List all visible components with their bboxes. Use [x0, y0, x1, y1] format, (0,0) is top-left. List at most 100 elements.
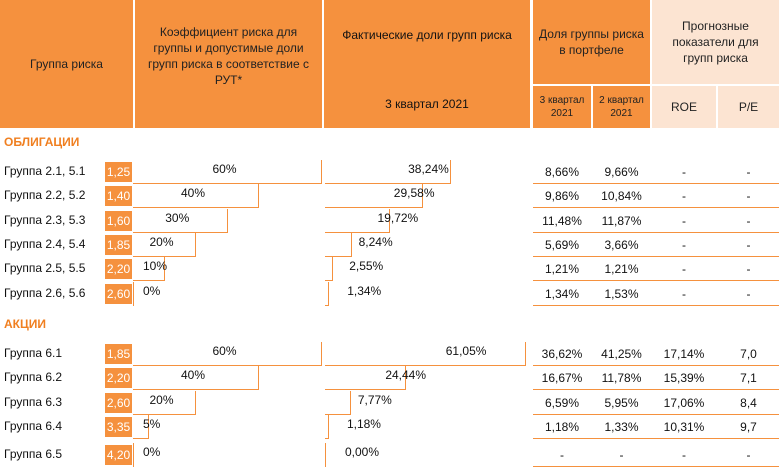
limit-bar	[133, 390, 196, 415]
cell-pe: -	[746, 213, 751, 228]
row-name: Группа 6.2	[4, 370, 63, 385]
row-line	[533, 391, 779, 415]
row-name: Группа 6.4	[4, 418, 63, 433]
limit-bar	[133, 208, 228, 233]
row-name: Группа 6.1	[4, 346, 63, 360]
row-name: Группа 2.2, 5.2	[4, 188, 86, 203]
header-actual-bg	[324, 0, 530, 128]
cell-q3: 11,48%	[542, 213, 582, 228]
actual-label: 0,00%	[345, 445, 380, 460]
actual-bar	[325, 443, 326, 468]
cell-q2: 11,87%	[601, 213, 642, 228]
actual-bar	[325, 184, 423, 209]
section-title: АКЦИИ	[4, 317, 47, 331]
row-line	[533, 209, 779, 233]
row-line	[533, 415, 779, 439]
limit-bar	[133, 366, 259, 391]
risk-coef: 1,40	[105, 186, 132, 207]
row-line	[533, 282, 779, 306]
cell-pe: 7,1	[740, 371, 757, 386]
row-name: Группа 6.3	[4, 394, 63, 409]
actual-bar	[325, 366, 406, 391]
limit-bar	[133, 281, 134, 306]
cell-q2: 1,21%	[604, 262, 639, 277]
row-name: Группа 2.4, 5.4	[4, 236, 86, 251]
cell-roe: -	[682, 165, 686, 179]
cell-q3: 9,86%	[544, 189, 580, 204]
cell-roe: 17,14%	[663, 347, 705, 361]
row-line	[533, 160, 779, 184]
risk-coef: 3,35	[105, 416, 132, 437]
risk-coef: 2,20	[105, 368, 132, 389]
risk-coef: 2,60	[105, 392, 132, 413]
actual-bar	[325, 232, 353, 257]
actual-bar	[325, 208, 391, 233]
row-line	[533, 184, 779, 209]
actual-bar	[325, 342, 527, 366]
header-share-q2: 2 квартал 2021	[593, 86, 650, 128]
limit-bar	[133, 257, 165, 282]
section-title: ОБЛИГАЦИИ	[4, 135, 80, 149]
actual-label: 1,34%	[347, 283, 382, 298]
header-share: Доля группы риска в портфеле	[533, 0, 650, 84]
row-line	[533, 443, 779, 468]
cell-roe: -	[682, 262, 686, 277]
header-forecast: Прогнозные показатели для групп риска	[652, 0, 779, 84]
cell-q2: 1,53%	[604, 286, 639, 301]
cell-pe: -	[746, 189, 751, 204]
row-line	[533, 366, 779, 391]
risk-coef: 2,60	[105, 283, 132, 304]
cell-roe: -	[682, 237, 686, 252]
limit-bar	[133, 232, 196, 257]
header-coef: Коэффициент риска для группы и допустимы…	[135, 0, 322, 128]
cell-roe: 10,31%	[663, 419, 705, 434]
cell-roe: -	[682, 286, 686, 301]
header-pe: P/E	[718, 86, 779, 128]
cell-pe: -	[746, 237, 751, 252]
limit-bar	[133, 414, 149, 439]
risk-coef: 1,60	[105, 210, 132, 231]
header-roe: ROE	[652, 86, 716, 128]
cell-pe: 8,4	[740, 395, 757, 410]
header-actual-period: 3 квартал 2021	[385, 97, 469, 111]
cell-roe: 15,39%	[663, 371, 705, 386]
cell-q3: 1,21%	[544, 262, 580, 277]
cell-pe: -	[746, 286, 751, 301]
limit-label: 5%	[143, 416, 161, 431]
actual-label: 1,18%	[346, 416, 381, 431]
limit-label: 40%	[181, 368, 206, 383]
actual-bar	[325, 281, 330, 306]
risk-coef: 1,85	[105, 234, 132, 255]
limit-label: 20%	[149, 234, 174, 249]
cell-roe: 17,06%	[663, 395, 705, 410]
cell-pe: -	[746, 448, 751, 463]
limit-bar	[133, 342, 322, 366]
header-group: Группа риска	[0, 0, 133, 128]
cell-pe: 9,7	[740, 419, 757, 434]
cell-q2: 11,78%	[601, 371, 642, 386]
cell-q3: 16,67%	[541, 371, 583, 386]
cell-pe: 7,0	[740, 347, 757, 361]
actual-label: 7,77%	[357, 392, 392, 407]
cell-q3: 8,66%	[544, 165, 580, 179]
risk-coef: 4,20	[105, 445, 132, 466]
row-line	[533, 233, 779, 257]
actual-label: 2,55%	[349, 259, 384, 274]
limit-bar	[133, 160, 322, 184]
limit-label: 60%	[212, 162, 237, 176]
actual-label: 61,05%	[445, 344, 487, 358]
header-share-q3: 3 квартал 2021	[533, 86, 591, 128]
limit-label: 0%	[143, 445, 161, 460]
row-line	[533, 257, 779, 282]
actual-bar	[325, 414, 329, 439]
cell-q2: 5,95%	[604, 395, 639, 410]
cell-q2: 41,25%	[601, 347, 642, 361]
actual-label: 24,44%	[385, 368, 427, 383]
row-name: Группа 2.5, 5.5	[4, 261, 86, 276]
cell-pe: -	[746, 165, 751, 179]
actual-bar	[325, 390, 351, 415]
cell-q3: 5,69%	[544, 237, 580, 252]
row-name: Группа 2.3, 5.3	[4, 212, 86, 227]
cell-q3: 36,62%	[541, 347, 583, 361]
cell-q2: 1,33%	[604, 419, 639, 434]
